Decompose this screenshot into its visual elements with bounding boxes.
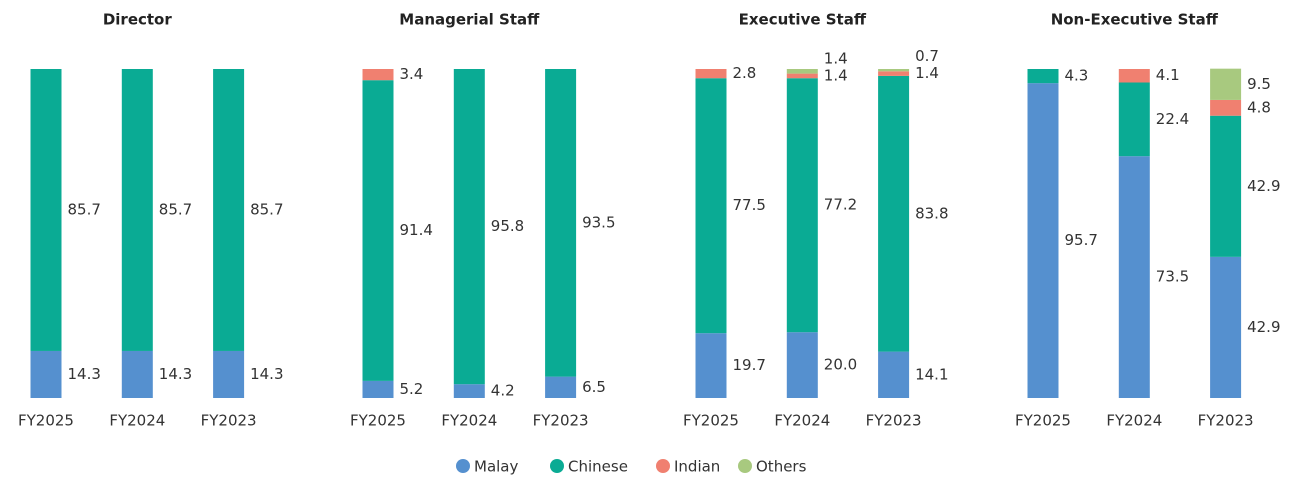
panel-title: Managerial Staff [399, 11, 540, 29]
data-label: 85.7 [159, 200, 192, 218]
data-label: 93.5 [582, 213, 615, 231]
bar-segment [213, 350, 245, 398]
bar-segment [1118, 82, 1150, 157]
legend-marker [656, 459, 670, 473]
data-label: 4.3 [1065, 67, 1089, 85]
x-tick-label: FY2025 [683, 412, 739, 430]
data-label: 6.5 [582, 378, 606, 396]
bar-segment [1210, 99, 1242, 116]
legend-label: Indian [674, 458, 720, 476]
bar-segment [545, 69, 577, 377]
data-label: 0.7 [915, 47, 939, 65]
bar-segment [30, 69, 62, 351]
data-label: 77.2 [824, 196, 857, 214]
legend-label: Others [756, 458, 807, 476]
bar-segment [453, 69, 485, 385]
data-label: 73.5 [1156, 268, 1189, 286]
data-label: 3.4 [400, 65, 424, 83]
bar-segment [30, 350, 62, 398]
legend-label: Chinese [568, 458, 628, 476]
data-label: 95.8 [491, 217, 524, 235]
data-label: 22.4 [1156, 110, 1189, 128]
bar-segment [1027, 69, 1059, 84]
data-label: 2.8 [733, 64, 757, 82]
bar-segment [1210, 115, 1242, 257]
data-label: 42.9 [1247, 318, 1280, 336]
data-label: 4.8 [1247, 98, 1271, 116]
bar-segment [121, 69, 153, 351]
data-label: 85.7 [250, 200, 283, 218]
x-tick-label: FY2023 [201, 412, 257, 430]
bar-segment [1210, 256, 1242, 398]
bar-segment [878, 69, 910, 72]
data-label: 14.1 [915, 365, 948, 383]
x-tick-label: FY2024 [1106, 412, 1162, 430]
panel-title: Director [103, 11, 173, 29]
data-label: 1.4 [824, 49, 848, 67]
bar-segment [121, 350, 153, 398]
bar-segment [213, 69, 245, 351]
x-tick-label: FY2025 [18, 412, 74, 430]
bar-segment [695, 69, 727, 79]
bar-segment [786, 78, 818, 333]
x-tick-label: FY2024 [441, 412, 497, 430]
bar-segment [1118, 69, 1150, 83]
bar-segment [362, 69, 394, 81]
x-tick-label: FY2024 [774, 412, 830, 430]
data-label: 83.8 [915, 204, 948, 222]
x-tick-label: FY2025 [350, 412, 406, 430]
bar-segment [878, 75, 910, 352]
data-label: 1.4 [824, 66, 848, 84]
bar-segment [786, 73, 818, 79]
data-label: 5.2 [400, 380, 424, 398]
bar-segment [786, 69, 818, 74]
bar-segment [695, 333, 727, 398]
bar-segment [362, 80, 394, 381]
panel-title: Executive Staff [739, 11, 867, 29]
legend-marker [456, 459, 470, 473]
bar-segment [453, 384, 485, 398]
bar-segment [1118, 156, 1150, 398]
legend-marker [738, 459, 752, 473]
data-label: 1.4 [915, 64, 939, 82]
x-tick-label: FY2025 [1015, 412, 1071, 430]
legend-label: Malay [474, 458, 518, 476]
data-label: 42.9 [1247, 177, 1280, 195]
data-label: 14.3 [250, 365, 283, 383]
bar-segment [878, 71, 910, 76]
panel-title: Non-Executive Staff [1051, 11, 1219, 29]
data-label: 19.7 [733, 356, 766, 374]
data-label: 14.3 [159, 365, 192, 383]
data-label: 77.5 [733, 196, 766, 214]
bar-segment [362, 380, 394, 398]
bar-segment [695, 78, 727, 334]
data-label: 14.3 [68, 365, 101, 383]
x-tick-label: FY2024 [109, 412, 165, 430]
bar-segment [878, 351, 910, 398]
bar-segment [786, 332, 818, 398]
data-label: 4.2 [491, 382, 515, 400]
bar-segment [1210, 68, 1242, 100]
data-label: 9.5 [1247, 75, 1271, 93]
data-label: 91.4 [400, 221, 433, 239]
bar-segment [1027, 83, 1059, 398]
data-label: 4.1 [1156, 66, 1180, 84]
x-tick-label: FY2023 [1198, 412, 1254, 430]
x-tick-label: FY2023 [866, 412, 922, 430]
data-label: 95.7 [1065, 231, 1098, 249]
bar-segment [545, 376, 577, 398]
data-label: 20.0 [824, 356, 857, 374]
x-tick-label: FY2023 [533, 412, 589, 430]
legend-marker [550, 459, 564, 473]
data-label: 85.7 [68, 200, 101, 218]
